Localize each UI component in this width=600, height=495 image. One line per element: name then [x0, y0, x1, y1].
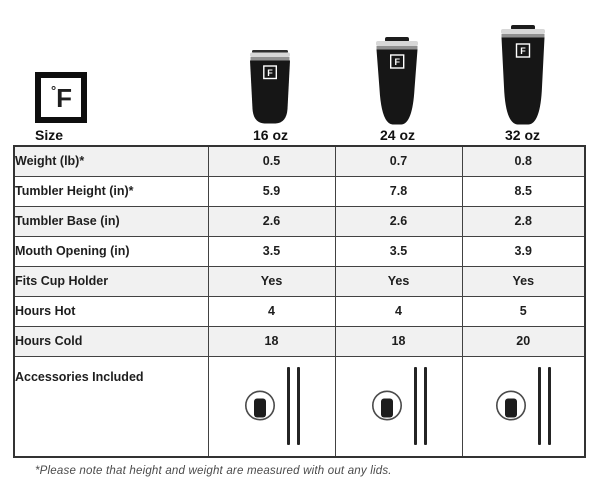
accessories-cell [207, 355, 336, 458]
size-label: Size [35, 127, 64, 143]
spec-value: 2.8 [461, 205, 586, 237]
table-row: Tumbler Height (in)* 5.9 7.8 8.5 [13, 175, 586, 207]
column-header-24oz: 24 oz [379, 127, 415, 143]
accessories-cell [461, 355, 586, 458]
spec-value: 0.7 [334, 145, 463, 177]
spec-value: 20 [461, 325, 586, 357]
spec-value: 0.8 [461, 145, 586, 177]
table-row: Tumbler Base (in) 2.6 2.6 2.8 [13, 205, 586, 237]
accessories-cell [334, 355, 463, 458]
tumbler-badge-letter: F [267, 68, 273, 78]
table-row: Fits Cup Holder Yes Yes Yes [13, 265, 586, 297]
two-straws-icon [413, 367, 427, 446]
spec-value: 5 [461, 295, 586, 327]
accessories-icons [494, 367, 552, 446]
tumbler-lid-icon [371, 390, 402, 421]
spec-row-label: Fits Cup Holder [13, 265, 209, 297]
spec-value: 8.5 [461, 175, 586, 207]
column-header-16oz: 16 oz [252, 127, 288, 143]
two-straws-icon [538, 367, 552, 446]
table-row: Hours Cold 18 18 20 [13, 325, 586, 357]
spec-row-label: Mouth Opening (in) [13, 235, 209, 267]
spec-row-label: Hours Cold [13, 325, 209, 357]
spec-value: 18 [207, 325, 336, 357]
tumbler-lid-icon [496, 390, 527, 421]
spec-row-label: Weight (lb)* [13, 145, 209, 177]
black-tumbler-24oz-image: F [376, 37, 418, 125]
spec-value: 4 [334, 295, 463, 327]
spec-row-label: Tumbler Height (in)* [13, 175, 209, 207]
spec-value: Yes [207, 265, 336, 297]
logo-letter: F [56, 82, 72, 113]
spec-value: 5.9 [207, 175, 336, 207]
spec-value: 2.6 [207, 205, 336, 237]
spec-table: Weight (lb)* 0.5 0.7 0.8 Tumbler Height (in)… [13, 145, 586, 458]
table-row: Mouth Opening (in) 3.5 3.5 3.9 [13, 235, 586, 267]
column-header-32oz: 32 oz [504, 127, 540, 143]
tumbler-badge-letter: F [394, 57, 400, 67]
spec-value: 18 [334, 325, 463, 357]
accessories-icons [370, 367, 428, 446]
two-straws-icon [286, 367, 300, 446]
spec-value: 3.9 [461, 235, 586, 267]
spec-value: 4 [207, 295, 336, 327]
brand-logo: ° F [35, 72, 87, 123]
black-tumbler-32oz-image: F [501, 25, 545, 125]
spec-value: Yes [334, 265, 463, 297]
accessories-icons [243, 367, 301, 446]
black-tumbler-16oz-image: F [250, 50, 290, 124]
spec-value: 3.5 [207, 235, 336, 267]
logo-degree-symbol: ° [50, 83, 57, 98]
spec-value: Yes [461, 265, 586, 297]
table-row-accessories: Accessories Included [13, 355, 586, 458]
table-row: Weight (lb)* 0.5 0.7 0.8 [13, 145, 586, 177]
tumbler-badge-letter: F [520, 46, 526, 56]
spec-value: 2.6 [334, 205, 463, 237]
table-row: Hours Hot 4 4 5 [13, 295, 586, 327]
spec-row-label: Accessories Included [13, 355, 209, 458]
footnote: *Please note that height and weight are … [35, 465, 392, 477]
spec-row-label: Tumbler Base (in) [13, 205, 209, 237]
spec-table-body: Weight (lb)* 0.5 0.7 0.8 Tumbler Height (in)… [13, 145, 586, 458]
spec-value: 7.8 [334, 175, 463, 207]
spec-row-label: Hours Hot [13, 295, 209, 327]
spec-value: 0.5 [207, 145, 336, 177]
tumbler-lid-icon [244, 390, 275, 421]
spec-value: 3.5 [334, 235, 463, 267]
